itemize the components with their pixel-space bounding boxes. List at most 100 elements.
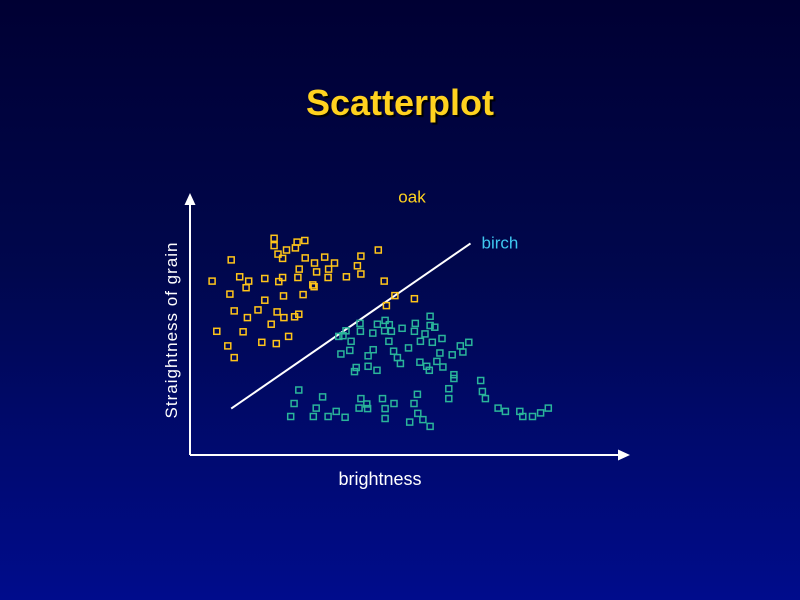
birch-point: [421, 330, 429, 338]
birch-point: [416, 337, 425, 346]
birch-point: [355, 404, 363, 412]
oak-point: [324, 265, 333, 273]
birch-point: [318, 393, 327, 401]
birch-point: [544, 404, 553, 412]
oak-point: [278, 254, 287, 263]
birch-point: [339, 331, 347, 340]
birch-point: [332, 407, 340, 416]
birch-point: [404, 344, 413, 352]
birch-point: [357, 394, 365, 403]
series-annotations: oak birch: [398, 188, 518, 253]
oak-point: [208, 277, 216, 285]
birch-point: [290, 399, 298, 408]
birch-point: [373, 320, 382, 328]
x-axis-label: brightness: [338, 469, 421, 489]
oak-point: [261, 274, 269, 283]
oak-point: [382, 301, 391, 310]
birch-point: [346, 346, 354, 355]
oak-point: [310, 259, 319, 267]
birch-point: [459, 348, 467, 356]
birch-point: [347, 337, 355, 346]
birch-point: [501, 407, 510, 416]
birch-point: [385, 320, 394, 329]
oak-point: [274, 250, 282, 258]
oak-point: [244, 277, 253, 285]
birch-point: [356, 319, 364, 328]
birch-point: [465, 338, 473, 347]
birch-point: [381, 414, 389, 423]
birch-point: [380, 327, 389, 335]
birch-point: [335, 332, 343, 341]
birch-point: [373, 366, 381, 375]
oak-point: [270, 234, 278, 243]
birch-point: [312, 404, 320, 412]
oak-point: [374, 246, 383, 254]
y-axis-label: Straightness of grain: [162, 242, 181, 419]
birch-point: [426, 321, 434, 330]
oak-point: [235, 273, 244, 281]
oak-point: [213, 327, 221, 336]
oak-point: [243, 313, 252, 322]
birch-point: [439, 363, 447, 371]
oak-point: [324, 273, 332, 282]
birch-point: [364, 362, 372, 371]
birch-point: [385, 337, 393, 346]
birch-point: [433, 357, 441, 366]
birch-point: [337, 350, 345, 358]
birch-point: [416, 358, 424, 366]
birch-point: [419, 415, 427, 424]
oak-point: [278, 273, 287, 282]
birch-point: [295, 386, 303, 394]
oak-point: [226, 290, 234, 298]
oak-point: [230, 307, 238, 315]
chart-axes: [184, 193, 630, 461]
birch-point: [425, 366, 434, 375]
oak-point: [410, 294, 419, 303]
oak-point: [258, 338, 266, 347]
oak-point: [301, 254, 309, 262]
oak-point: [270, 241, 278, 250]
birch-point: [309, 412, 318, 421]
oak-point: [275, 277, 283, 286]
birch-point: [456, 342, 465, 350]
oak-point: [224, 342, 232, 350]
oak-point: [273, 308, 281, 316]
decision-boundary-line: [230, 242, 472, 410]
data-points: [208, 234, 553, 431]
series-oak: [208, 234, 419, 362]
birch-point: [410, 327, 419, 336]
birch-point: [389, 347, 398, 355]
birch-point: [481, 394, 490, 403]
oak-point: [267, 320, 275, 328]
birch-point: [410, 399, 418, 408]
oak-point: [272, 339, 281, 348]
birch-point: [369, 329, 377, 337]
birch-point: [428, 338, 437, 347]
birch-point: [387, 327, 396, 336]
birch-point: [450, 370, 458, 379]
birch-point: [448, 351, 456, 359]
birch-point: [413, 390, 422, 399]
series-birch: [286, 312, 553, 431]
oak-point: [284, 332, 293, 341]
oak-point: [330, 259, 339, 267]
birch-point: [536, 409, 545, 417]
oak-point: [294, 273, 302, 282]
birch-point: [426, 312, 434, 321]
oak-point: [295, 265, 303, 273]
birch-point: [494, 404, 502, 412]
oak-point: [280, 313, 288, 322]
oak-point: [230, 353, 238, 362]
birch-point: [378, 394, 387, 403]
birch-point: [450, 374, 458, 383]
oak-point: [309, 281, 317, 289]
birch-point: [516, 407, 524, 416]
oak-point: [391, 291, 399, 300]
oak-point: [290, 313, 299, 321]
birch-point: [476, 376, 485, 385]
birch-point: [393, 353, 402, 362]
birch-point: [436, 349, 444, 357]
oak-point: [299, 290, 307, 299]
birch-point: [324, 412, 332, 421]
